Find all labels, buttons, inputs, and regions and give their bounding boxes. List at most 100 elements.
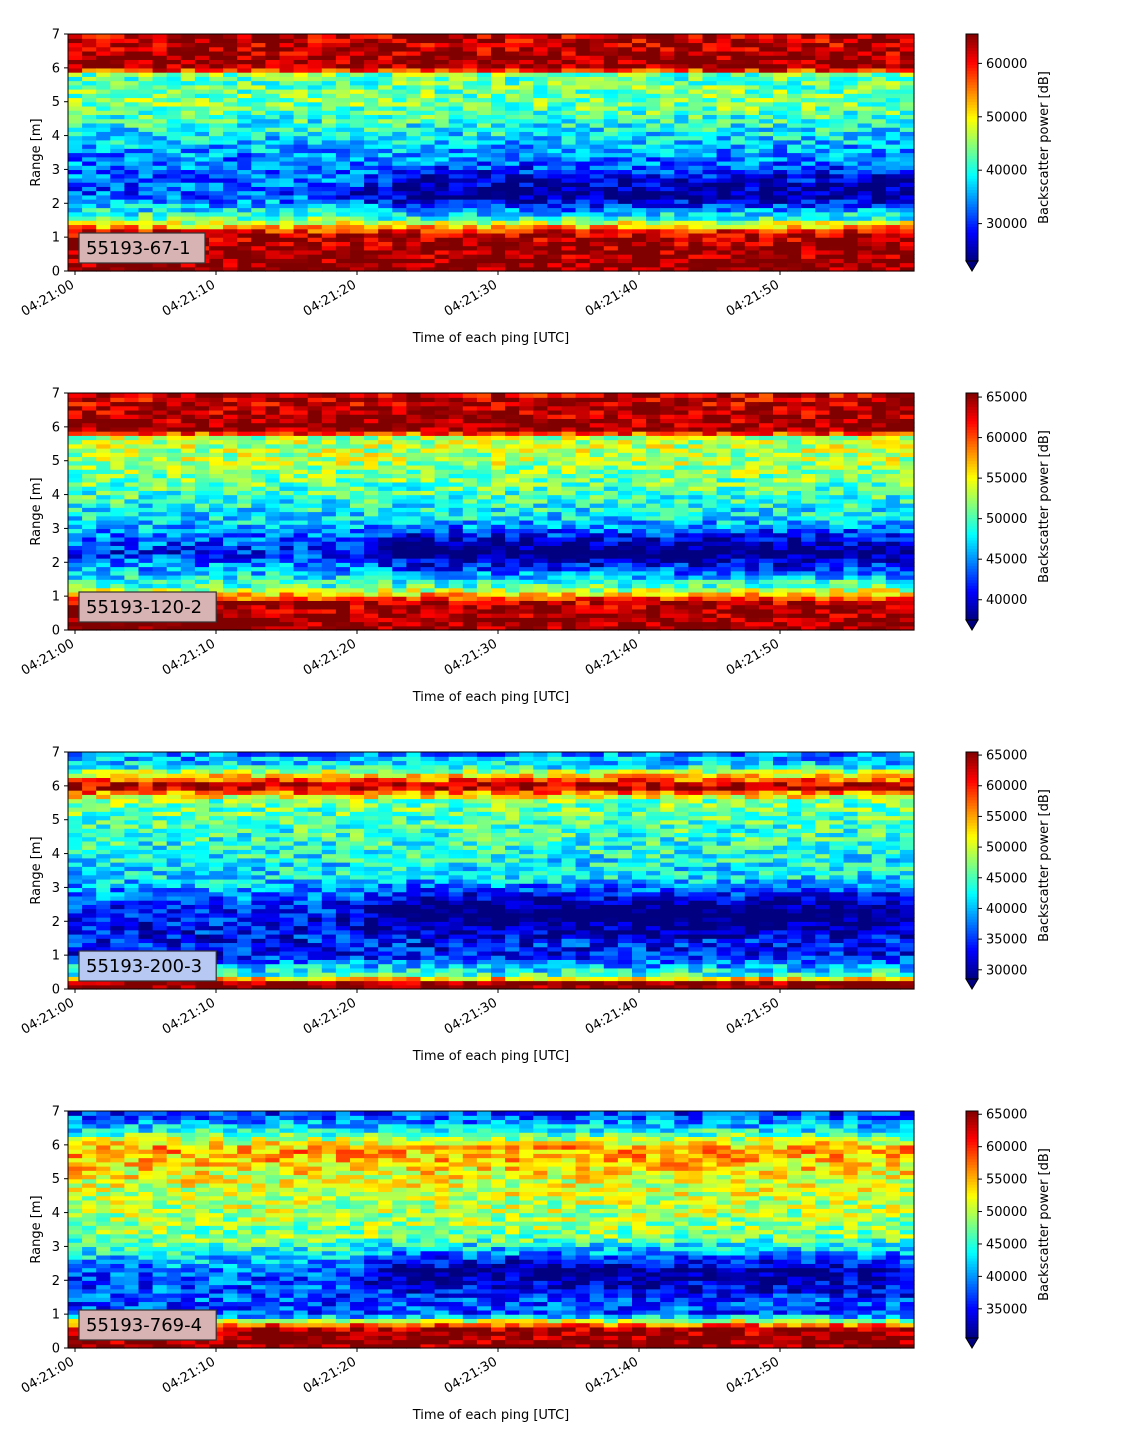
heatmap-cell [378, 621, 393, 627]
heatmap-cell [293, 422, 309, 428]
heatmap-cell [420, 80, 436, 86]
heatmap-cell [462, 110, 478, 116]
heatmap-cell [448, 393, 464, 398]
heatmap-cell [82, 97, 97, 103]
heatmap-cell [589, 160, 605, 166]
heatmap-cell [801, 220, 816, 226]
heatmap-cell [505, 59, 520, 65]
heatmap-cell [194, 409, 210, 415]
heatmap-cell [350, 38, 365, 44]
heatmap-cell [392, 105, 407, 111]
heatmap-cell [279, 515, 295, 521]
heatmap-cell [871, 67, 887, 73]
heatmap-cell [321, 596, 337, 601]
heatmap-cell [871, 93, 887, 99]
heatmap-cell [138, 405, 154, 411]
heatmap-cell [603, 34, 619, 39]
heatmap-cell [110, 266, 125, 272]
heatmap-cell [730, 199, 746, 204]
heatmap-cell [293, 448, 309, 453]
heatmap-cell [420, 110, 436, 116]
heatmap-cell [350, 34, 365, 39]
heatmap-cell [617, 122, 633, 128]
heatmap-cell [660, 194, 675, 200]
heatmap-cell [702, 186, 718, 192]
heatmap-cell [138, 528, 154, 534]
heatmap-cell [265, 63, 281, 69]
heatmap-cell [82, 63, 97, 69]
heatmap-cell [96, 42, 111, 48]
heatmap-cell [152, 182, 168, 187]
heatmap-cell [265, 262, 281, 268]
heatmap-cell [279, 241, 295, 247]
heatmap-cell [758, 67, 774, 73]
heatmap-cell [180, 228, 196, 234]
heatmap-cell [124, 507, 140, 513]
heatmap-cell [392, 621, 407, 627]
heatmap-cell [138, 460, 154, 466]
heatmap-cell [223, 173, 238, 179]
heatmap-cell [223, 224, 238, 230]
heatmap-cell [632, 59, 647, 65]
heatmap-cell [674, 80, 689, 86]
heatmap-cell [110, 579, 125, 585]
heatmap-cell [434, 67, 450, 73]
heatmap-cell [801, 89, 816, 94]
heatmap-cell [307, 532, 323, 538]
heatmap-cell [448, 258, 464, 264]
heatmap-cell [82, 131, 97, 137]
heatmap-cell [674, 224, 689, 230]
heatmap-cell [180, 76, 196, 82]
heatmap-cell [265, 405, 281, 411]
heatmap-cell [307, 127, 323, 132]
heatmap-cell [237, 186, 252, 192]
heatmap-cell [68, 452, 83, 458]
heatmap-cell [617, 258, 633, 264]
heatmap-cell [223, 536, 238, 542]
heatmap-cell [307, 414, 323, 419]
heatmap-cell [575, 118, 591, 124]
heatmap-cell [378, 604, 393, 610]
heatmap-cell [434, 587, 450, 593]
heatmap-cell [547, 194, 563, 200]
heatmap-cell [476, 224, 492, 230]
heatmap-cell [378, 473, 393, 479]
heatmap-cell [68, 418, 83, 424]
heatmap-cell [279, 583, 295, 589]
heatmap-cell [533, 144, 548, 149]
heatmap-cell [166, 583, 182, 589]
heatmap-cell [335, 114, 351, 120]
heatmap-cell [293, 464, 309, 470]
heatmap-cell [124, 401, 140, 407]
heatmap-cell [321, 42, 337, 48]
heatmap-cell [82, 93, 97, 99]
heatmap-cell [801, 63, 816, 69]
heatmap-cell [434, 397, 450, 403]
heatmap-cell [617, 118, 633, 124]
heatmap-cell [265, 452, 281, 458]
heatmap-cell [392, 177, 407, 183]
heatmap-cell [237, 177, 252, 183]
heatmap-cell [462, 80, 478, 86]
heatmap-cell [533, 34, 548, 39]
heatmap-cell [857, 203, 873, 209]
heatmap-cell [68, 84, 83, 90]
heatmap-cell [575, 186, 591, 192]
heatmap-cell [448, 118, 464, 124]
heatmap-cell [180, 532, 196, 538]
heatmap-cell [448, 156, 464, 162]
heatmap-cell [307, 452, 323, 458]
heatmap-cell [138, 55, 154, 60]
heatmap-cell [194, 579, 210, 585]
heatmap-cell [744, 135, 760, 141]
heatmap-cell [335, 566, 351, 572]
heatmap-cell [575, 245, 591, 251]
heatmap-cell [406, 165, 422, 171]
heatmap-cell [716, 237, 732, 242]
heatmap-cell [152, 443, 168, 449]
heatmap-cell [632, 237, 647, 242]
heatmap-cell [660, 262, 675, 268]
heatmap-cell [209, 42, 224, 48]
heatmap-cell [589, 156, 605, 162]
heatmap-cell [68, 110, 83, 116]
